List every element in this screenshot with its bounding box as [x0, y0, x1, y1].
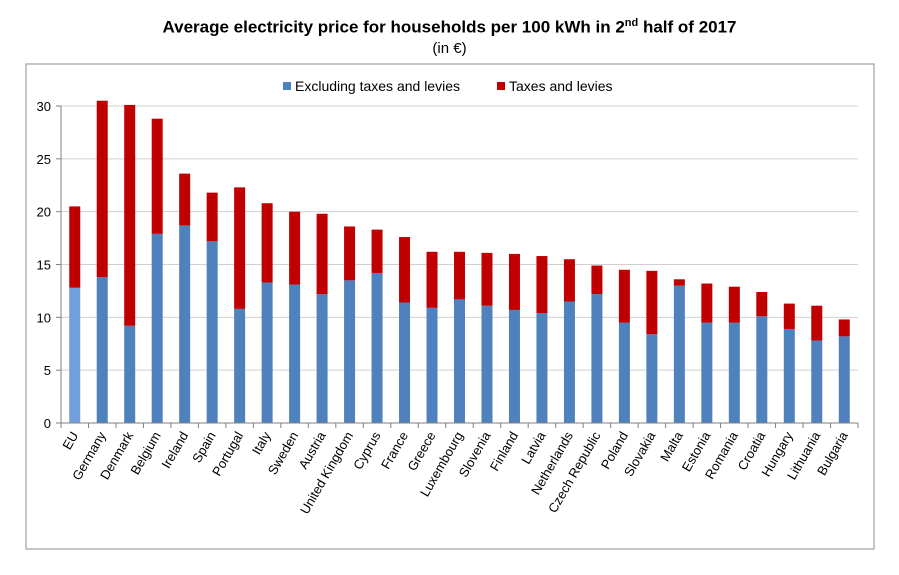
bar-netherlands-excluding-taxes-and-levies: [563, 301, 575, 423]
chart-subtitle: (in €): [432, 40, 467, 57]
bar-slovenia-taxes-and-levies: [481, 252, 493, 306]
bar-croatia-taxes-and-levies: [756, 291, 768, 317]
bar-belgium-taxes-and-levies: [151, 118, 163, 234]
bar-luxembourg-taxes-and-levies: [454, 251, 465, 300]
x-tick-label-malta: Malta: [657, 428, 686, 464]
bar-luxembourg-excluding-taxes-and-levies: [454, 299, 465, 423]
bar-sweden-excluding-taxes-and-levies: [289, 284, 301, 423]
axes: 0 5 10 15 20 25 30: [37, 99, 859, 431]
bar-eu-excluding-taxes-and-levies: [69, 287, 81, 423]
y-tick-label: 25: [37, 152, 51, 167]
bar-cyprus-excluding-taxes-and-levies: [371, 272, 383, 423]
bar-hungary-excluding-taxes-and-levies: [783, 328, 795, 423]
bar-finland-taxes-and-levies: [508, 253, 520, 310]
bar-ireland-excluding-taxes-and-levies: [179, 225, 191, 423]
bar-germany-taxes-and-levies: [96, 100, 108, 278]
bar-finland-excluding-taxes-and-levies: [508, 309, 520, 423]
bar-lithuania-excluding-taxes-and-levies: [811, 340, 823, 423]
bar-eu-taxes-and-levies: [69, 206, 81, 288]
bar-estonia-taxes-and-levies: [701, 283, 713, 323]
x-tick-labels: EUGermanyDenmarkBelgiumIrelandSpainPortu…: [59, 428, 851, 516]
y-tick-label: 5: [44, 363, 51, 378]
bar-denmark-excluding-taxes-and-levies: [124, 325, 136, 423]
legend-swatch-excluding-taxes-and-levies: [283, 82, 291, 90]
bar-croatia-excluding-taxes-and-levies: [756, 316, 768, 423]
bar-ireland-taxes-and-levies: [179, 173, 191, 226]
y-tick-label: 30: [37, 99, 51, 114]
legend-label-excluding-taxes-and-levies: Excluding taxes and levies: [295, 78, 460, 94]
bar-slovenia-excluding-taxes-and-levies: [481, 305, 493, 423]
bar-sweden-taxes-and-levies: [289, 211, 301, 285]
bar-lithuania-taxes-and-levies: [811, 305, 823, 341]
bar-france-taxes-and-levies: [399, 237, 411, 303]
bar-austria-taxes-and-levies: [316, 213, 328, 295]
chart-frame: [25, 63, 875, 550]
bar-bulgaria-taxes-and-levies: [838, 319, 850, 337]
x-tick-label-united-kingdom: United Kingdom: [297, 429, 356, 517]
bar-romania-excluding-taxes-and-levies: [728, 322, 740, 423]
legend-label-taxes-and-levies: Taxes and levies: [509, 78, 613, 94]
bar-group: [69, 100, 850, 423]
bar-poland-taxes-and-levies: [618, 269, 630, 323]
bar-denmark-taxes-and-levies: [124, 104, 136, 326]
x-tick-label-italy: Italy: [249, 429, 274, 458]
bar-united-kingdom-excluding-taxes-and-levies: [344, 280, 356, 423]
legend-swatch-taxes-and-levies: [497, 82, 505, 90]
bar-estonia-excluding-taxes-and-levies: [701, 322, 713, 423]
y-tick-label: 0: [44, 416, 51, 431]
bar-spain-taxes-and-levies: [206, 192, 218, 242]
bar-bulgaria-excluding-taxes-and-levies: [838, 336, 850, 423]
bar-cyprus-taxes-and-levies: [371, 229, 383, 273]
bar-united-kingdom-taxes-and-levies: [344, 226, 356, 281]
legend: Excluding taxes and levies Taxes and levi…: [283, 78, 613, 94]
y-tick-label: 20: [37, 205, 51, 220]
x-tick-label-ireland: Ireland: [158, 429, 191, 471]
bar-portugal-excluding-taxes-and-levies: [234, 308, 246, 423]
bar-portugal-taxes-and-levies: [234, 187, 246, 309]
bar-belgium-excluding-taxes-and-levies: [151, 233, 163, 423]
bar-poland-excluding-taxes-and-levies: [618, 322, 630, 423]
bar-malta-excluding-taxes-and-levies: [673, 285, 685, 423]
bar-malta-taxes-and-levies: [673, 279, 685, 286]
bar-greece-excluding-taxes-and-levies: [426, 307, 438, 423]
bar-greece-taxes-and-levies: [426, 251, 438, 308]
bar-spain-excluding-taxes-and-levies: [206, 241, 218, 423]
bar-slovakia-excluding-taxes-and-levies: [646, 334, 658, 423]
bar-austria-excluding-taxes-and-levies: [316, 294, 328, 423]
bar-latvia-taxes-and-levies: [536, 256, 548, 314]
bar-romania-taxes-and-levies: [728, 286, 740, 323]
bar-netherlands-taxes-and-levies: [563, 259, 575, 302]
bar-slovakia-taxes-and-levies: [646, 270, 658, 335]
bar-germany-excluding-taxes-and-levies: [96, 277, 108, 423]
y-tick-label: 15: [37, 258, 51, 273]
bar-czech-republic-taxes-and-levies: [591, 265, 603, 295]
x-tick-label-eu: EU: [59, 429, 81, 452]
bar-france-excluding-taxes-and-levies: [399, 302, 411, 423]
y-tick-label: 10: [37, 310, 51, 325]
bar-italy-excluding-taxes-and-levies: [261, 282, 273, 423]
bar-italy-taxes-and-levies: [261, 203, 273, 283]
bar-hungary-taxes-and-levies: [783, 303, 795, 329]
chart-title-superscript: nd: [624, 17, 639, 29]
chart-title: Average electricity price for households…: [162, 17, 737, 37]
bar-czech-republic-excluding-taxes-and-levies: [591, 294, 603, 423]
bar-latvia-excluding-taxes-and-levies: [536, 313, 548, 423]
